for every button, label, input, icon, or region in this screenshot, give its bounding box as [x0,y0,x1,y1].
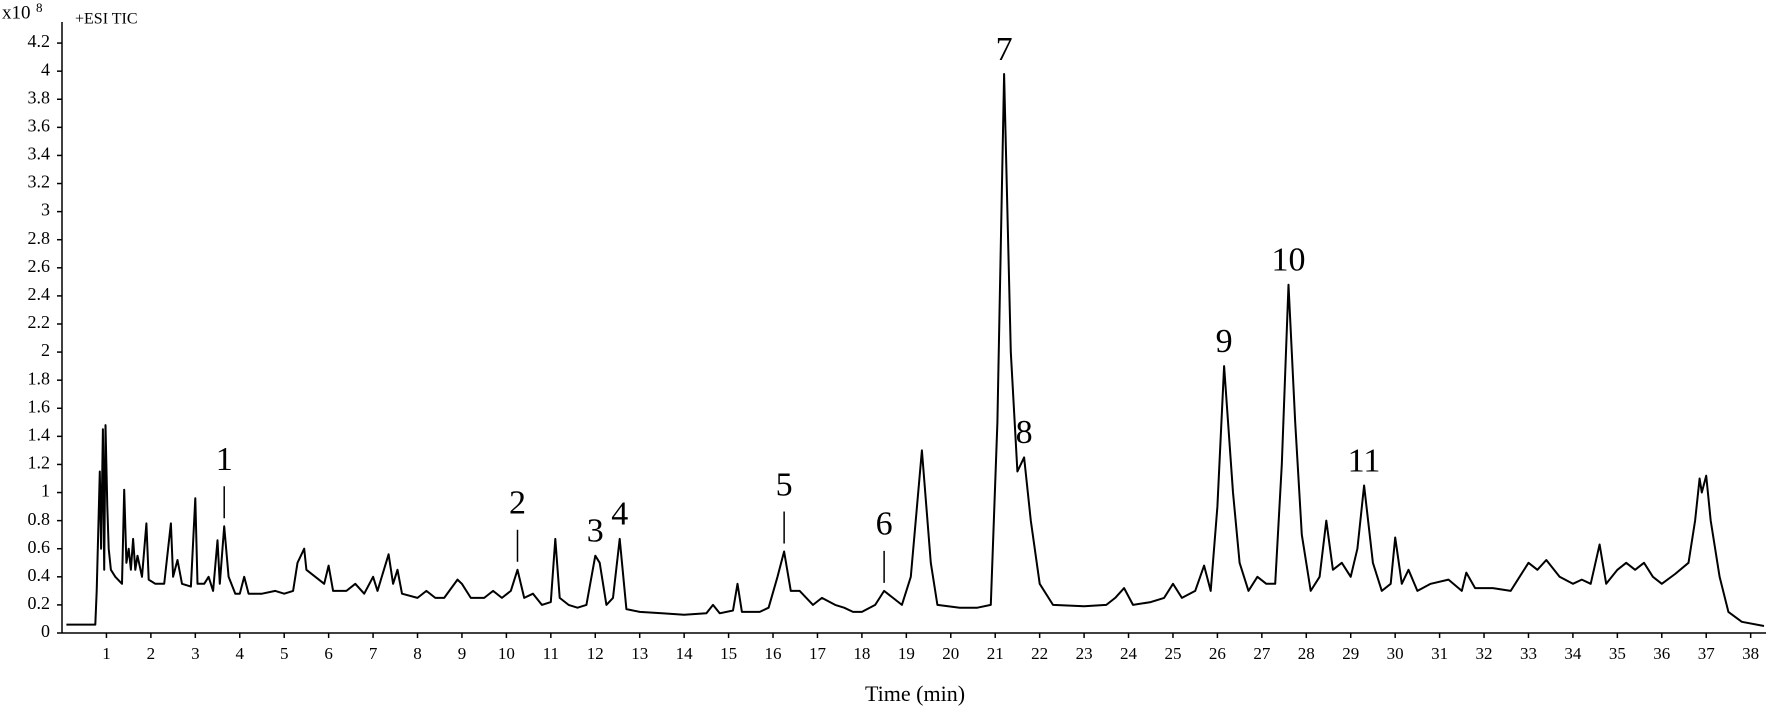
x-tick-label: 18 [853,644,870,663]
x-tick-label: 34 [1564,644,1582,663]
trace-label: +ESI TIC [75,11,138,28]
y-tick-label: 2.2 [28,312,51,332]
peak-label: 8 [1016,414,1033,451]
y-exponent: 8 [36,0,43,15]
y-multiplier: x10 [2,2,31,23]
x-tick-label: 13 [631,644,648,663]
x-tick-label: 25 [1164,644,1181,663]
y-tick-label: 2 [41,340,50,360]
y-tick-label: 0 [41,621,50,641]
x-tick-label: 12 [587,644,604,663]
peak-label: 4 [611,496,628,533]
x-tick-label: 14 [676,644,694,663]
y-tick-label: 2.8 [28,228,51,248]
x-tick-label: 35 [1609,644,1626,663]
x-tick-label: 30 [1387,644,1404,663]
x-tick-label: 31 [1431,644,1448,663]
y-tick-label: 1 [41,481,50,501]
y-tick-label: 0.6 [28,537,51,557]
peak-label: 6 [876,506,893,543]
x-tick-label: 36 [1653,644,1670,663]
x-tick-label: 17 [809,644,827,663]
x-tick-label: 23 [1076,644,1093,663]
y-tick-label: 1.8 [28,368,51,388]
x-tick-label: 38 [1742,644,1759,663]
x-tick-label: 3 [191,644,200,663]
peak-label: 7 [996,31,1013,68]
x-tick-label: 1 [102,644,111,663]
y-tick-label: 1.2 [28,453,51,473]
x-tick-label: 26 [1209,644,1226,663]
y-tick-label: 3.8 [28,87,51,107]
x-tick-label: 10 [498,644,515,663]
x-tick-label: 22 [1031,644,1048,663]
y-tick-label: 4 [41,59,50,79]
y-tick-label: 2.6 [28,256,51,276]
y-tick-label: 3 [41,200,50,220]
peak-label: 5 [776,466,793,503]
x-tick-label: 24 [1120,644,1138,663]
x-tick-label: 28 [1298,644,1315,663]
x-axis-label: Time (min) [865,681,965,706]
x-tick-label: 11 [543,644,559,663]
trace-line [66,73,1765,627]
x-tick-label: 6 [324,644,333,663]
x-tick-label: 15 [720,644,737,663]
y-tick-label: 1.4 [28,424,51,444]
x-tick-label: 37 [1698,644,1716,663]
y-tick-label: 3.2 [28,172,51,192]
peak-label: 3 [587,513,604,550]
peak-label: 1 [216,441,233,478]
y-tick-label: 0.8 [28,509,51,529]
y-tick-label: 0.2 [28,593,51,613]
x-tick-label: 20 [942,644,959,663]
x-tick-label: 19 [898,644,915,663]
x-tick-label: 32 [1476,644,1493,663]
peak-label: 9 [1216,323,1233,360]
x-tick-label: 29 [1342,644,1359,663]
x-tick-label: 9 [458,644,467,663]
x-tick-label: 2 [147,644,156,663]
x-tick-label: 8 [413,644,422,663]
peak-label: 2 [509,485,526,522]
y-tick-label: 3.6 [28,115,51,135]
x-tick-label: 27 [1253,644,1271,663]
x-tick-label: 5 [280,644,289,663]
x-tick-label: 21 [987,644,1004,663]
x-tick-label: 33 [1520,644,1537,663]
y-tick-label: 1.6 [28,396,51,416]
x-tick-label: 16 [765,644,782,663]
y-tick-label: 4.2 [28,31,51,51]
y-tick-label: 3.4 [28,144,51,164]
y-tick-label: 2.4 [28,284,51,304]
y-tick-label: 0.4 [28,565,51,585]
peak-label: 11 [1348,442,1381,479]
peak-label: 10 [1272,241,1306,278]
x-tick-label: 7 [369,644,378,663]
x-tick-label: 4 [236,644,245,663]
